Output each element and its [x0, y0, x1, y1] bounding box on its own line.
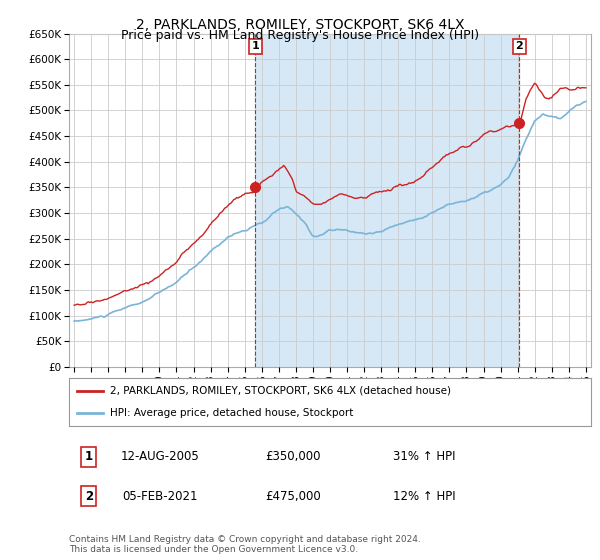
Text: 31% ↑ HPI: 31% ↑ HPI — [393, 450, 455, 464]
Text: 1: 1 — [251, 41, 259, 52]
Text: 2, PARKLANDS, ROMILEY, STOCKPORT, SK6 4LX: 2, PARKLANDS, ROMILEY, STOCKPORT, SK6 4L… — [136, 18, 464, 32]
Text: HPI: Average price, detached house, Stockport: HPI: Average price, detached house, Stoc… — [110, 408, 353, 418]
Text: 2: 2 — [515, 41, 523, 52]
Text: 2: 2 — [85, 489, 93, 503]
Text: 1: 1 — [85, 450, 93, 464]
Text: £350,000: £350,000 — [266, 450, 321, 464]
Text: 12% ↑ HPI: 12% ↑ HPI — [392, 489, 455, 503]
Text: 2, PARKLANDS, ROMILEY, STOCKPORT, SK6 4LX (detached house): 2, PARKLANDS, ROMILEY, STOCKPORT, SK6 4L… — [110, 386, 451, 396]
Text: 12-AUG-2005: 12-AUG-2005 — [121, 450, 200, 464]
Text: Contains HM Land Registry data © Crown copyright and database right 2024.
This d: Contains HM Land Registry data © Crown c… — [69, 535, 421, 554]
Text: Price paid vs. HM Land Registry's House Price Index (HPI): Price paid vs. HM Land Registry's House … — [121, 29, 479, 42]
Bar — [255, 34, 519, 367]
Text: £475,000: £475,000 — [266, 489, 322, 503]
Text: 05-FEB-2021: 05-FEB-2021 — [122, 489, 198, 503]
